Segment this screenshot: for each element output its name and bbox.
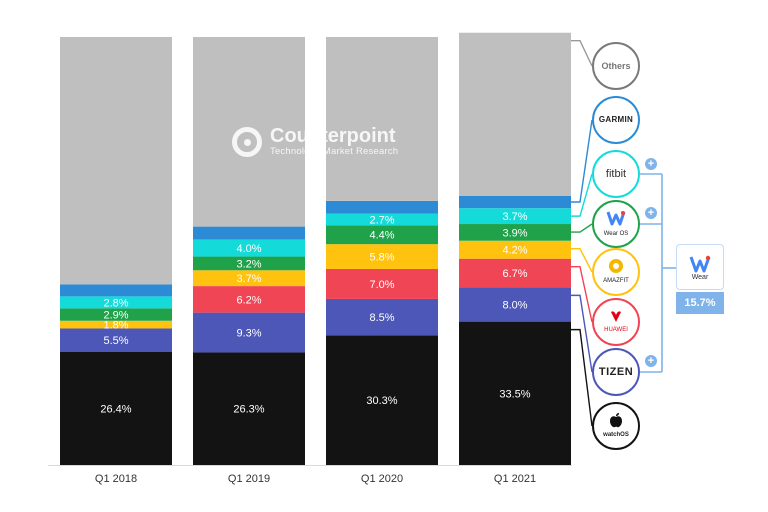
fitbit-logo-icon: fitbit <box>605 168 627 180</box>
data-label-tizen-0: 5.5% <box>103 335 128 347</box>
data-label-watchos-3: 33.5% <box>499 388 530 400</box>
data-label-tizen-1: 9.3% <box>236 328 261 340</box>
data-label-huawei-3: 6.7% <box>502 268 527 280</box>
bar-segment-fitbit-0 <box>60 296 172 309</box>
bar-segment-garmin-1 <box>193 226 305 240</box>
bar-segment-watchos-0 <box>60 352 172 465</box>
data-label-fitbit-1: 4.0% <box>236 243 261 255</box>
bar-segment-others-0 <box>60 37 172 285</box>
bar-segment-others-2 <box>326 37 438 201</box>
bar-segment-amazfit-0 <box>60 320 172 329</box>
data-label-fitbit-3: 3.7% <box>502 211 527 223</box>
amazfit-logo-icon <box>609 259 623 273</box>
data-label-fitbit-0: 2.8% <box>103 297 128 309</box>
legend-huawei-label: HUAWEI <box>604 327 628 333</box>
wear-group-total: 15.7% <box>676 292 724 314</box>
bar-segment-garmin-0 <box>60 284 172 297</box>
x-tick-label-2: Q1 2020 <box>361 473 403 485</box>
connector-huawei <box>571 266 593 323</box>
data-label-huawei-2: 7.0% <box>369 279 394 291</box>
bar-segment-huawei-1 <box>193 286 305 313</box>
bar-segment-watchos-3 <box>459 321 571 465</box>
legend-amazfit-label: AMAZFIT <box>603 278 629 284</box>
data-label-tizen-2: 8.5% <box>369 312 394 324</box>
legend-garmin: GARMIN <box>592 96 640 144</box>
legend-huawei: HUAWEI <box>592 298 640 346</box>
bar-segment-wear-os-1 <box>193 256 305 271</box>
bar-segment-fitbit-2 <box>326 213 438 226</box>
legend-wearos: Wear OS <box>592 200 640 248</box>
legend-watchos: watchOS <box>592 402 640 450</box>
bar-segment-others-1 <box>193 37 305 227</box>
apple-logo-icon <box>610 413 622 428</box>
data-label-watchos-1: 26.3% <box>233 404 264 416</box>
data-label-fitbit-2: 2.7% <box>369 215 394 227</box>
plus-fitbit-icon: + <box>645 158 657 170</box>
bar-segment-fitbit-1 <box>193 239 305 257</box>
legend-amazfit: AMAZFIT <box>592 248 640 296</box>
bar-segment-tizen-3 <box>459 287 571 322</box>
legend-others: Others <box>592 42 640 90</box>
x-tick-label-3: Q1 2021 <box>494 473 536 485</box>
data-label-watchos-2: 30.3% <box>366 395 397 407</box>
connector-garmin <box>571 119 593 203</box>
data-label-amazfit-3: 4.2% <box>502 245 527 257</box>
tizen-logo-icon: TIZEN <box>598 366 634 378</box>
data-label-wear-os-0: 2.9% <box>103 310 128 322</box>
connector-fitbit <box>571 173 593 217</box>
bar-segment-others-3 <box>459 32 571 196</box>
garmin-logo-icon: GARMIN <box>598 115 634 124</box>
legend-fitbit: fitbit <box>592 150 640 198</box>
wearos-logo-icon <box>606 211 626 226</box>
wear-group-box: Wear <box>676 244 724 290</box>
x-tick-label-1: Q1 2019 <box>228 473 270 485</box>
bar-segment-garmin-2 <box>326 200 438 214</box>
bar-segment-tizen-2 <box>326 298 438 336</box>
data-label-wear-os-3: 3.9% <box>502 227 527 239</box>
bar-segment-wear-os-3 <box>459 224 571 241</box>
bar-segment-amazfit-3 <box>459 240 571 259</box>
bar-segment-tizen-0 <box>60 328 172 353</box>
legend-tizen: TIZEN <box>592 348 640 396</box>
bar-segment-wear-os-0 <box>60 308 172 321</box>
legend-wearos-label: Wear OS <box>603 231 629 237</box>
data-label-watchos-0: 26.4% <box>100 404 131 416</box>
huawei-logo-icon <box>611 311 621 322</box>
plus-wearos-icon: + <box>645 207 657 219</box>
data-label-wear-os-2: 4.4% <box>369 230 394 242</box>
wear-logo-icon <box>689 255 711 272</box>
legend-others-label: Others <box>601 61 631 71</box>
connector-others <box>571 40 593 67</box>
bar-segment-garmin-3 <box>459 195 571 209</box>
data-label-amazfit-0: 1.8% <box>103 320 128 332</box>
bar-segment-huawei-3 <box>459 258 571 288</box>
data-label-huawei-1: 6.2% <box>236 294 261 306</box>
legend-watchos-label: watchOS <box>603 432 629 438</box>
bar-segment-watchos-2 <box>326 335 438 465</box>
wear-group-label: Wear <box>691 273 709 281</box>
bar-segment-fitbit-3 <box>459 208 571 225</box>
bar-segment-wear-os-2 <box>326 225 438 245</box>
connector-amazfit <box>571 248 593 273</box>
bar-segment-watchos-1 <box>193 352 305 465</box>
connector-watchos <box>571 328 593 427</box>
data-label-wear-os-1: 3.2% <box>236 258 261 270</box>
data-label-tizen-3: 8.0% <box>502 300 527 312</box>
data-label-amazfit-2: 5.8% <box>369 252 394 264</box>
data-label-amazfit-1: 3.7% <box>236 273 261 285</box>
bar-segment-huawei-2 <box>326 268 438 299</box>
connector-tizen <box>571 294 593 373</box>
bar-segment-amazfit-2 <box>326 244 438 269</box>
plus-tizen-icon: + <box>645 355 657 367</box>
bar-segment-tizen-1 <box>193 312 305 353</box>
bar-segment-amazfit-1 <box>193 270 305 287</box>
x-tick-label-0: Q1 2018 <box>95 473 137 485</box>
connector-wear-os <box>571 223 593 233</box>
